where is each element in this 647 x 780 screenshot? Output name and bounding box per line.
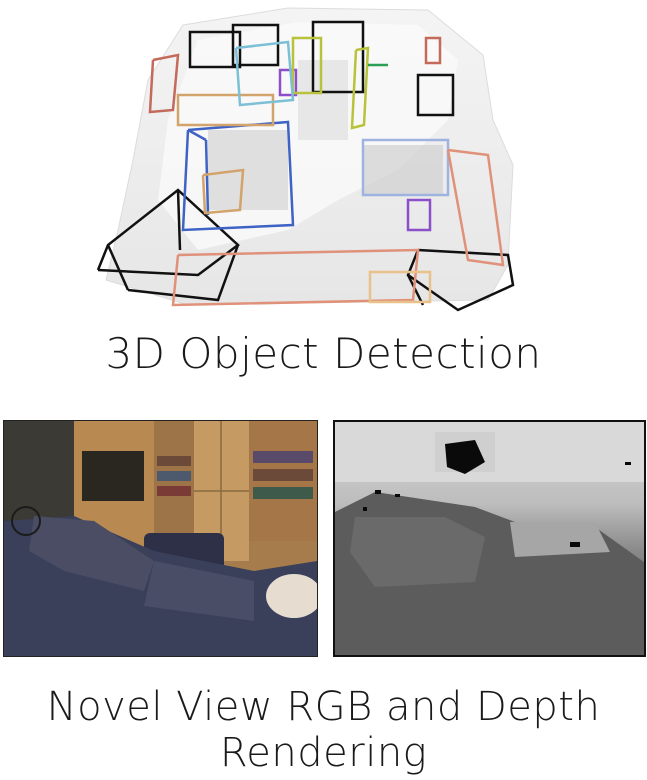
point-cloud-svg — [96, 7, 515, 312]
caption-3d-detection: 3D Object Detection — [105, 329, 542, 378]
bounding-boxes — [96, 20, 515, 312]
caption-novel-view-line1: Novel View RGB and Depth — [46, 684, 601, 730]
sofa-blob — [208, 130, 288, 210]
bbox-red-left — [148, 53, 180, 114]
rgb-render-svg — [4, 421, 317, 656]
bbox-light-blue — [361, 138, 450, 197]
bbox-purple-right — [406, 198, 432, 232]
tv-screen — [82, 451, 144, 501]
bbox-black-left — [96, 188, 240, 277]
bbox-tan-chair — [201, 168, 245, 215]
bbox-tan-bottom — [368, 270, 432, 304]
bbox-yellow-door — [291, 36, 323, 95]
depth-ottoman — [510, 522, 610, 557]
bbox-salmon-right — [446, 148, 505, 267]
bbox-cyan — [234, 40, 295, 107]
books-left — [157, 456, 191, 496]
point-cloud-render — [88, 0, 528, 318]
depth-artifacts — [363, 462, 631, 547]
sofa-cushion-2 — [144, 561, 254, 621]
bbox-tan-top — [176, 93, 275, 127]
depth-render-svg — [335, 422, 644, 655]
bbox-black-right-small — [416, 73, 455, 117]
bed-blob — [363, 145, 443, 195]
bbox-black-top-center — [231, 23, 280, 67]
bbox-purple-top — [278, 68, 298, 97]
bbox-black-top-right — [311, 20, 365, 94]
caption-novel-view-line2: Rendering — [219, 730, 428, 776]
bbox-black-top-left — [188, 30, 242, 69]
depth-cushion — [350, 517, 485, 587]
rgb-render — [3, 420, 318, 657]
bbox-yellow — [350, 46, 370, 130]
pillow-white — [266, 574, 317, 618]
wall-blob — [298, 60, 348, 140]
bike-wheel — [11, 506, 41, 536]
depth-hole — [445, 440, 485, 474]
bbox-salmon-bottom — [171, 248, 420, 307]
bbox-red-top-right — [424, 36, 442, 65]
books-right — [253, 451, 313, 499]
depth-render — [333, 420, 646, 657]
sofa-cushion-1 — [29, 516, 154, 591]
